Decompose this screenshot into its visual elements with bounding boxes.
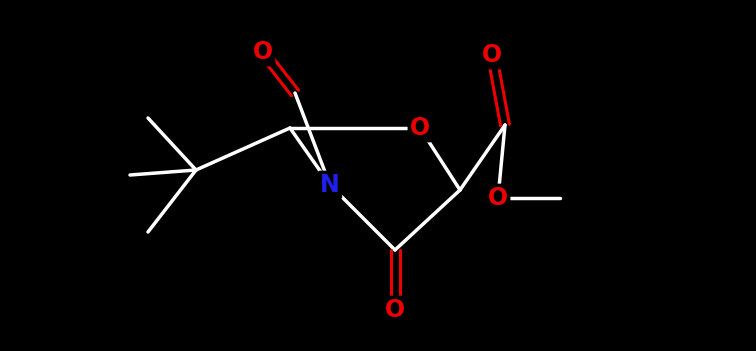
Text: O: O	[253, 40, 273, 64]
Text: O: O	[488, 186, 508, 210]
Text: O: O	[482, 43, 502, 67]
Text: O: O	[410, 116, 430, 140]
Text: O: O	[385, 298, 405, 322]
Text: N: N	[320, 173, 340, 197]
